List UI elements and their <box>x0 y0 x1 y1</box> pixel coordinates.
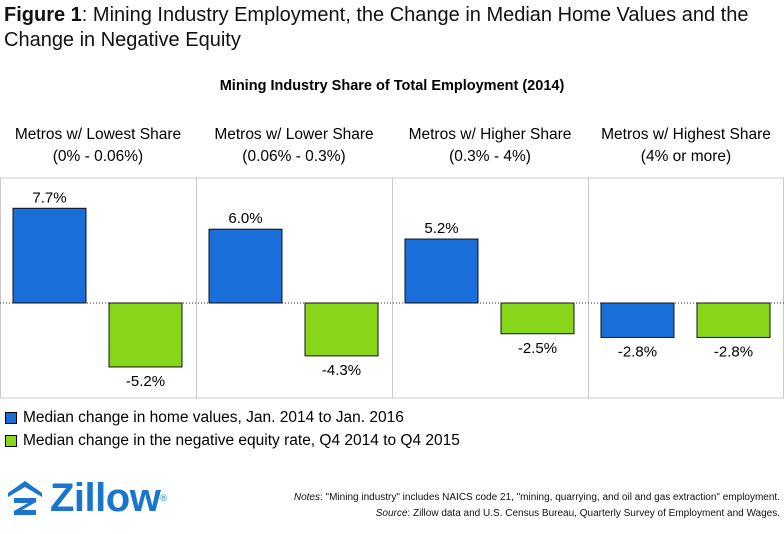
bar-chart: Metros w/ Lowest Share (0% - 0.06%) 7.7% -5… <box>0 126 784 399</box>
notes-line: Notes: "Mining industry" includes NAICS … <box>294 490 780 506</box>
bar-home-values-3 <box>404 238 479 304</box>
source-label: Source <box>375 508 408 519</box>
bar-home-values-4 <box>600 302 675 338</box>
bar-home-values-1 <box>12 207 87 304</box>
bar-negative-equity-4 <box>696 302 771 338</box>
group-range-4: (4% or more) <box>641 148 731 165</box>
registered-mark: ® <box>160 493 167 503</box>
source-line: Source: Zillow data and U.S. Census Bure… <box>294 506 780 522</box>
bar-negative-equity-1 <box>108 302 183 368</box>
data-label-home-values-1: 7.7% <box>32 189 66 206</box>
data-label-negative-equity-1: -5.2% <box>126 373 165 390</box>
figure-label: Figure 1 <box>4 4 82 26</box>
bar-negative-equity-2 <box>304 302 379 357</box>
zillow-wordmark: Zillow <box>50 476 161 520</box>
group-range-1: (0% - 0.06%) <box>53 148 143 165</box>
group-range-3: (0.3% - 4%) <box>449 148 531 165</box>
legend-swatch-green <box>5 435 17 447</box>
figure-title-text: : Mining Industry Employment, the Change… <box>4 4 749 51</box>
source-text: : Zillow data and U.S. Census Bureau, Qu… <box>407 508 780 519</box>
notes-block: Notes: "Mining industry" includes NAICS … <box>294 490 780 522</box>
data-label-home-values-4: -2.8% <box>618 343 657 360</box>
group-range-2: (0.06% - 0.3%) <box>242 148 345 165</box>
group-label-4: Metros w/ Highest Share <box>601 126 771 143</box>
data-label-home-values-2: 6.0% <box>228 210 262 227</box>
group-label-3: Metros w/ Higher Share <box>409 126 572 143</box>
bar-home-values-2 <box>208 228 283 304</box>
legend-item-negative-equity: Median change in the negative equity rat… <box>5 432 460 450</box>
legend-label-negative-equity: Median change in the negative equity rat… <box>23 432 460 449</box>
legend-item-home-values: Median change in home values, Jan. 2014 … <box>5 409 404 427</box>
group-label-2: Metros w/ Lower Share <box>214 126 373 143</box>
legend-label-home-values: Median change in home values, Jan. 2014 … <box>23 409 404 426</box>
notes-text: : "Mining industry" includes NAICS code … <box>320 492 780 503</box>
data-label-negative-equity-2: -4.3% <box>322 362 361 379</box>
group-label-1: Metros w/ Lowest Share <box>15 126 181 143</box>
data-label-home-values-3: 5.2% <box>424 220 458 237</box>
zillow-z-house-icon <box>8 481 42 515</box>
notes-label: Notes <box>293 492 320 503</box>
data-label-negative-equity-4: -2.8% <box>714 343 753 360</box>
legend-swatch-blue <box>5 412 17 424</box>
chart-title: Mining Industry Share of Total Employmen… <box>219 78 565 94</box>
figure-title: Figure 1: Mining Industry Employment, th… <box>4 3 774 53</box>
data-label-negative-equity-3: -2.5% <box>518 340 557 357</box>
zillow-logo: Zillow ® <box>6 478 167 518</box>
bar-negative-equity-3 <box>500 302 575 335</box>
